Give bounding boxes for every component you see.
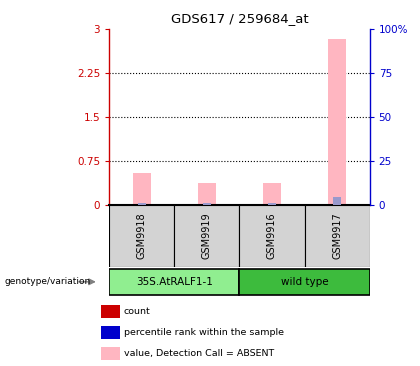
- Text: GSM9918: GSM9918: [137, 213, 147, 259]
- Bar: [304, 205, 370, 267]
- Text: percentile rank within the sample: percentile rank within the sample: [124, 328, 284, 337]
- Bar: [328, 39, 346, 205]
- Bar: [203, 203, 211, 205]
- Bar: [109, 205, 174, 267]
- Bar: [333, 197, 341, 205]
- Text: wild type: wild type: [281, 277, 328, 287]
- Text: genotype/variation: genotype/variation: [4, 277, 90, 286]
- Text: value, Detection Call = ABSENT: value, Detection Call = ABSENT: [124, 349, 274, 358]
- Text: GSM9919: GSM9919: [202, 213, 212, 259]
- Bar: [239, 269, 370, 295]
- Text: GSM9916: GSM9916: [267, 213, 277, 259]
- Text: GSM9917: GSM9917: [332, 213, 342, 259]
- Bar: [268, 203, 276, 205]
- Text: count: count: [124, 307, 151, 315]
- Bar: [109, 269, 239, 295]
- Bar: [174, 205, 239, 267]
- Title: GDS617 / 259684_at: GDS617 / 259684_at: [171, 12, 308, 25]
- Text: 35S.AtRALF1-1: 35S.AtRALF1-1: [136, 277, 213, 287]
- Bar: [133, 173, 151, 205]
- Bar: [239, 205, 304, 267]
- Bar: [198, 183, 216, 205]
- Bar: [138, 203, 146, 205]
- Bar: [263, 183, 281, 205]
